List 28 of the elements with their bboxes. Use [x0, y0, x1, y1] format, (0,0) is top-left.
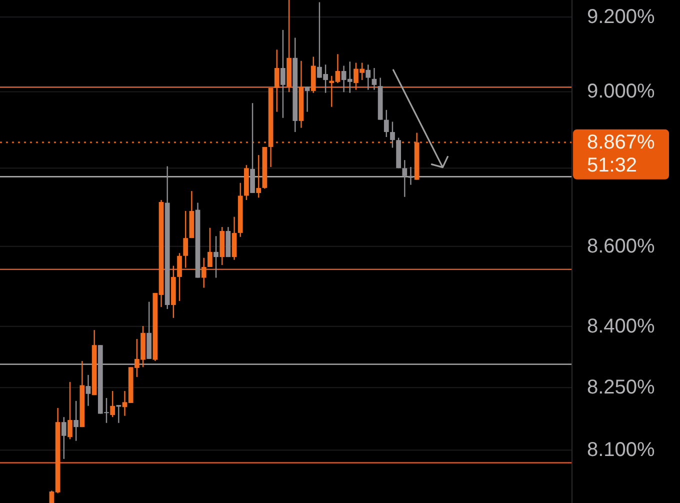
- y-tick-label: 8.250%: [587, 376, 656, 399]
- candlestick: [183, 210, 188, 268]
- candlestick: [68, 381, 72, 440]
- y-tick-label: 9.200%: [587, 6, 656, 28]
- candlestick: [408, 166, 414, 186]
- y-tick-label: 8.400%: [587, 315, 656, 338]
- candlestick: [201, 257, 206, 288]
- candlestick: [402, 159, 408, 198]
- candlestick: [280, 29, 286, 118]
- candlestick: [390, 121, 395, 148]
- candlestick: [384, 109, 389, 138]
- ref-line-label: 8.867%: [587, 131, 656, 154]
- candlestick: [74, 400, 78, 442]
- candlestick: [214, 235, 218, 278]
- y-tick-label: 9.000%: [587, 80, 656, 103]
- y-tick-label: 8.600%: [587, 235, 656, 258]
- candlestick: [86, 374, 91, 406]
- candlestick: [116, 404, 122, 424]
- candlestick: [372, 67, 377, 90]
- candlestick: [177, 252, 182, 302]
- candlestick: [61, 416, 66, 460]
- candlestick: [274, 49, 280, 112]
- candlestick: [366, 64, 371, 90]
- text: 51:32: [587, 154, 638, 176]
- candlestick: [110, 390, 116, 418]
- candlestick: [256, 154, 262, 198]
- candlestick: [208, 227, 212, 268]
- y-tick-label: 8.100%: [587, 439, 656, 462]
